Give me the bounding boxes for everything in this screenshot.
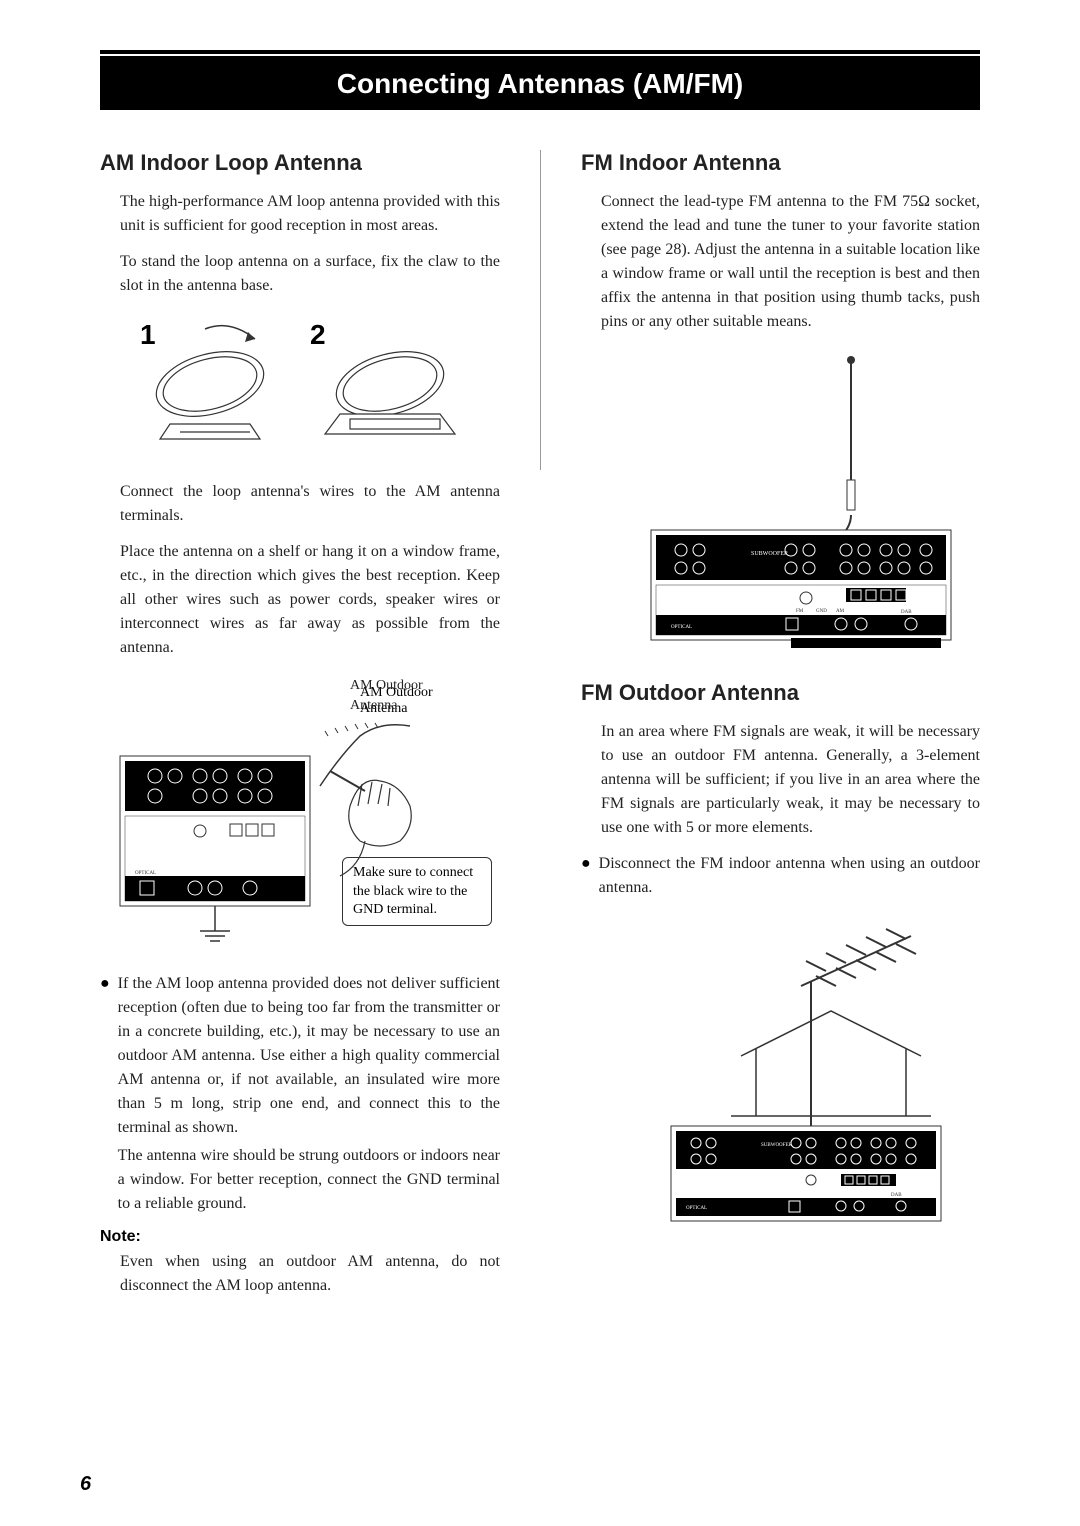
title-rule [100,50,980,54]
step-2-label: 2 [310,319,326,350]
bullet-icon: ● [100,972,110,1216]
svg-text:OPTICAL: OPTICAL [686,1206,707,1211]
am-p5: The antenna wire should be strung outdoo… [118,1144,500,1216]
page-title-bar: Connecting Antennas (AM/FM) [100,56,980,110]
gnd-caption: Make sure to connect the black wire to t… [353,865,473,916]
gnd-caption-box: Make sure to connect the black wire to t… [342,857,492,926]
page-title: Connecting Antennas (AM/FM) [337,68,743,99]
fm-indoor-heading: FM Indoor Antenna [581,150,980,176]
note-text: Even when using an outdoor AM antenna, d… [120,1250,500,1298]
svg-text:DAB: DAB [901,610,912,615]
am-bullet-1-text: If the AM loop antenna provided does not… [118,972,500,1140]
fm-outdoor-heading: FM Outdoor Antenna [581,680,980,706]
am-p1: The high-performance AM loop antenna pro… [120,190,500,238]
am-loop-heading: AM Indoor Loop Antenna [100,150,500,176]
svg-text:SUBWOOFER: SUBWOOFER [761,1143,793,1148]
svg-text:FM: FM [796,609,804,614]
am-outdoor-caption: AM Outdoor Antenna [350,676,450,715]
fm-p2: In an area where FM signals are weak, it… [601,720,980,840]
content-columns: AM Indoor Loop Antenna The high-performa… [100,150,980,1310]
am-p3: Connect the loop antenna's wires to the … [120,480,500,528]
page-number: 6 [80,1473,91,1496]
svg-text:OPTICAL: OPTICAL [671,625,692,630]
am-loop-assembly-diagram: 1 2 [100,314,500,464]
fm-outdoor-diagram: SUBWOOFER OPTICAL DAB [581,916,980,1236]
fm-p1: Connect the lead-type FM antenna to the … [601,190,980,334]
svg-text:ANTENNA: ANTENNA [841,606,866,611]
am-p4: Place the antenna on a shelf or hang it … [120,540,500,660]
column-divider [540,150,541,470]
svg-text:OPTICAL: OPTICAL [135,871,156,876]
left-column: AM Indoor Loop Antenna The high-performa… [100,150,500,1310]
am-bullet-1: ● If the AM loop antenna provided does n… [100,972,500,1216]
svg-text:GND: GND [816,609,827,614]
am-outdoor-diagram: AM Outdoor Antenna [100,676,500,956]
bullet-icon: ● [581,852,591,900]
note-label: Note: [100,1228,500,1246]
fm-bullet-1: ● Disconnect the FM indoor antenna when … [581,852,980,900]
svg-text:DAB: DAB [891,1193,902,1198]
step-1-label: 1 [140,319,156,350]
fm-bullet-1-text: Disconnect the FM indoor antenna when us… [599,852,980,900]
right-column: FM Indoor Antenna Connect the lead-type … [581,150,980,1310]
fm-indoor-diagram: SUBWOOFER FM GND AM OPT [581,350,980,660]
svg-text:SUBWOOFER: SUBWOOFER [751,551,788,557]
am-p2: To stand the loop antenna on a surface, … [120,250,500,298]
